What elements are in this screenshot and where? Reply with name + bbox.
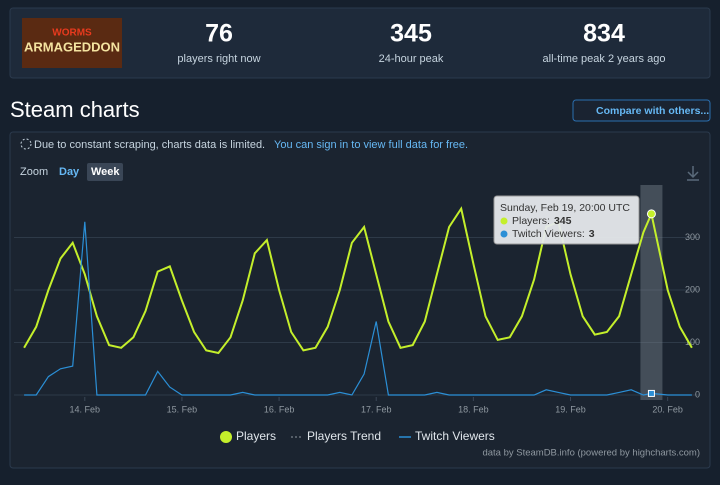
chart-panel: [9, 131, 711, 469]
legend-label[interactable]: Twitch Viewers: [415, 429, 495, 443]
logo-text: WORMS: [52, 28, 92, 39]
zoom-selected: [87, 163, 123, 181]
x-tick-label: 19. Feb: [555, 404, 586, 414]
compare-button[interactable]: [572, 99, 711, 122]
download-icon[interactable]: [687, 166, 699, 181]
stat-value: 345: [390, 20, 432, 48]
y-tick-label: 100: [685, 337, 700, 347]
zoom-option[interactable]: Week: [91, 166, 120, 178]
stat-label: players right now: [177, 53, 260, 65]
compare-button-text: Compare with others...: [596, 105, 709, 117]
notice-icon: [20, 138, 32, 150]
tooltip-row: Twitch Viewers: 3: [512, 228, 595, 240]
tooltip-dot: [500, 217, 508, 225]
tooltip-date: Sunday, Feb 19, 20:00 UTC: [500, 202, 630, 214]
x-tick-label: 18. Feb: [458, 404, 489, 414]
y-tick-label: 0: [695, 389, 700, 399]
tooltip-row: Players: 345: [512, 215, 572, 227]
tooltip-value: 3: [589, 228, 595, 240]
stat-value: 834: [583, 20, 625, 48]
series-line: [24, 221, 692, 396]
y-tick-label: 300: [685, 232, 700, 242]
credit: data by SteamDB.info (powered by highcha…: [482, 448, 700, 459]
hover-marker: [646, 209, 656, 219]
hover-marker: [647, 389, 655, 397]
tooltip-label: Twitch Viewers:: [512, 228, 585, 240]
x-tick-label: 20. Feb: [652, 404, 683, 414]
notice-link[interactable]: You can sign in to view full data for fr…: [274, 139, 468, 151]
tooltip-dot: [500, 230, 508, 238]
stat-label: all-time peak 2 years ago: [543, 53, 666, 65]
zoom-option[interactable]: Day: [59, 166, 80, 178]
legend-label[interactable]: Players: [236, 429, 276, 443]
logo-text: ARMAGEDDON: [24, 39, 120, 54]
notice-text: Due to constant scraping, charts data is…: [34, 139, 265, 151]
stat-value: 76: [205, 20, 233, 48]
series-line: [23, 206, 693, 355]
x-tick-label: 15. Feb: [167, 404, 198, 414]
tooltip-value: 345: [554, 215, 572, 227]
tooltip: [493, 195, 640, 245]
legend-marker: [220, 431, 232, 443]
x-tick-label: 17. Feb: [361, 404, 392, 414]
game-logo[interactable]: [22, 18, 122, 68]
zoom-label: Zoom: [20, 166, 48, 178]
x-tick-label: 16. Feb: [264, 404, 295, 414]
stat-label: 24-hour peak: [379, 53, 444, 65]
legend-label[interactable]: Players Trend: [307, 429, 381, 443]
tooltip-label: Players:: [512, 215, 550, 227]
header-panel: [9, 7, 711, 79]
section-title: Steam charts: [10, 97, 140, 122]
x-tick-label: 14. Feb: [70, 404, 101, 414]
y-tick-label: 200: [685, 284, 700, 294]
